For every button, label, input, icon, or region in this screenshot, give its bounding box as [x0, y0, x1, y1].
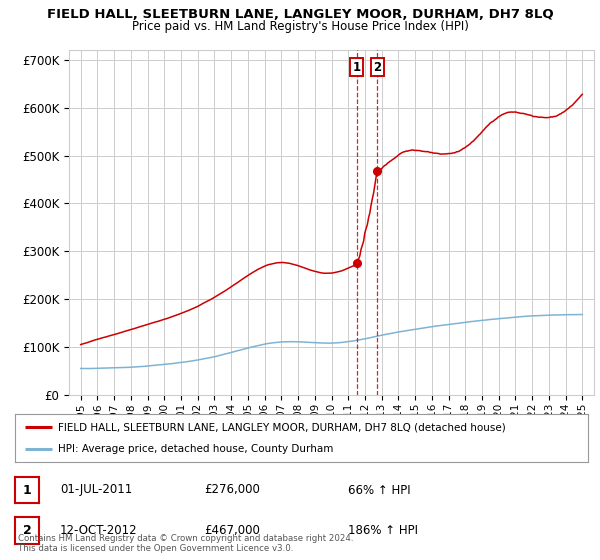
- Text: 186% ↑ HPI: 186% ↑ HPI: [348, 524, 418, 537]
- Text: 01-JUL-2011: 01-JUL-2011: [60, 483, 132, 497]
- Text: 66% ↑ HPI: 66% ↑ HPI: [348, 483, 410, 497]
- Text: Price paid vs. HM Land Registry's House Price Index (HPI): Price paid vs. HM Land Registry's House …: [131, 20, 469, 32]
- Text: 1: 1: [23, 483, 31, 497]
- Text: 2: 2: [373, 60, 382, 74]
- Text: £276,000: £276,000: [204, 483, 260, 497]
- Text: 1: 1: [353, 60, 361, 74]
- Text: Contains HM Land Registry data © Crown copyright and database right 2024.
This d: Contains HM Land Registry data © Crown c…: [18, 534, 353, 553]
- Text: FIELD HALL, SLEETBURN LANE, LANGLEY MOOR, DURHAM, DH7 8LQ: FIELD HALL, SLEETBURN LANE, LANGLEY MOOR…: [47, 8, 553, 21]
- Text: £467,000: £467,000: [204, 524, 260, 537]
- Text: 12-OCT-2012: 12-OCT-2012: [60, 524, 137, 537]
- Text: 2: 2: [23, 524, 31, 537]
- Text: HPI: Average price, detached house, County Durham: HPI: Average price, detached house, Coun…: [58, 444, 334, 454]
- Text: FIELD HALL, SLEETBURN LANE, LANGLEY MOOR, DURHAM, DH7 8LQ (detached house): FIELD HALL, SLEETBURN LANE, LANGLEY MOOR…: [58, 422, 506, 432]
